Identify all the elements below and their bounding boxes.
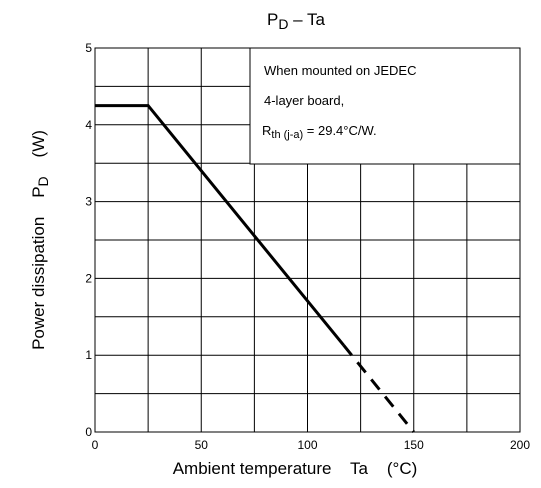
series-line-solid (95, 104, 345, 347)
series-group (95, 104, 415, 433)
y-axis-label-unit: (W) (29, 130, 48, 176)
annotation-box (249, 47, 521, 165)
x-tick-labels: 0 50 100 150 200 (92, 438, 531, 452)
y-tick-label: 3 (85, 195, 92, 209)
x-tick-label: 200 (510, 438, 530, 452)
y-tick-label: 0 (85, 425, 92, 439)
chart-title: PD – Ta (267, 10, 326, 32)
y-tick-label: 4 (85, 118, 92, 132)
y-axis-label-main: Power dissipation P (29, 186, 48, 349)
x-tick-label: 50 (195, 438, 209, 452)
annotation-rth-value: = 29.4°C/W. (303, 123, 376, 138)
y-tick-labels: 0 1 2 3 4 5 (85, 41, 92, 439)
y-tick-label: 5 (85, 41, 92, 55)
x-tick-label: 0 (92, 438, 99, 452)
annotation-line-2: 4-layer board, (264, 93, 344, 108)
annotation-line-1: When mounted on JEDEC (264, 63, 416, 78)
title-sub: D (278, 16, 288, 32)
series-line-dashed (342, 344, 415, 433)
y-axis-label-sub: D (35, 176, 51, 186)
annotation-r: R (262, 123, 271, 138)
title-rest: – Ta (288, 10, 325, 29)
annotation-rth-sub: th (j-a) (271, 129, 303, 141)
x-tick-label: 100 (297, 438, 317, 452)
x-axis-label: Ambient temperature Ta (°C) (173, 459, 418, 478)
y-axis-label: Power dissipation PD (W) (29, 130, 51, 350)
y-tick-label: 1 (85, 348, 92, 362)
annotation: When mounted on JEDEC 4-layer board, Rth… (249, 47, 521, 165)
y-tick-label: 2 (85, 271, 92, 285)
annotation-line-3: Rth (j-a) = 29.4°C/W. (262, 123, 377, 141)
x-tick-label: 150 (404, 438, 424, 452)
title-p: P (267, 10, 278, 29)
